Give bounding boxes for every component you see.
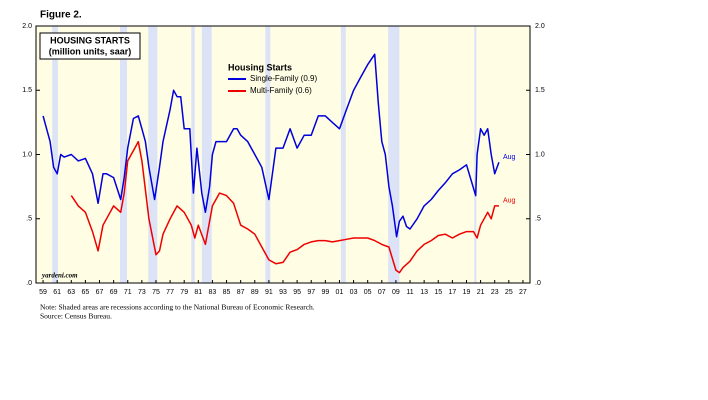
chart-title: HOUSING STARTS [50, 35, 130, 45]
x-tick-label: 79 [180, 289, 188, 296]
x-tick-label: 21 [477, 289, 485, 296]
x-tick-label: 75 [152, 289, 160, 296]
figure-label: Figure 2. [40, 10, 82, 21]
recession-band [340, 26, 346, 283]
y2-tick-label: 1.5 [535, 87, 545, 94]
recession-band [119, 26, 128, 283]
note: Note: Shaded areas are recessions accord… [40, 303, 315, 312]
x-tick-label: 69 [110, 289, 118, 296]
recession-band [388, 26, 400, 283]
y2-tick-label: .0 [535, 280, 541, 287]
x-tick-label: 03 [350, 289, 358, 296]
x-tick-label: 23 [491, 289, 499, 296]
recession-band [52, 26, 58, 283]
x-tick-label: 09 [392, 289, 400, 296]
x-tick-label: 99 [321, 289, 329, 296]
x-tick-label: 27 [519, 289, 527, 296]
x-tick-label: 59 [39, 289, 47, 296]
y-tick-label: 1.5 [22, 87, 32, 94]
y-tick-label: .5 [26, 216, 32, 223]
x-tick-label: 11 [406, 289, 413, 296]
x-tick-label: 85 [223, 289, 231, 296]
series-line [70, 140, 499, 274]
y-tick-label: .0 [26, 280, 32, 287]
y2-tick-label: 2.0 [535, 23, 545, 30]
legend-label: Multi-Family (0.6) [250, 86, 312, 95]
end-label: Aug [503, 198, 516, 205]
plot-background [36, 26, 530, 283]
x-tick-label: 67 [96, 289, 104, 296]
note: Source: Census Bureau. [40, 312, 112, 321]
y-tick-label: 1.0 [22, 151, 32, 158]
source-tag: yardeni.com [41, 272, 78, 280]
legend-label: Single-Family (0.9) [250, 74, 317, 83]
x-tick-label: 19 [463, 289, 471, 296]
x-tick-label: 15 [434, 289, 442, 296]
x-tick-label: 07 [378, 289, 386, 296]
recession-band [474, 26, 477, 283]
recession-band [265, 26, 271, 283]
x-tick-label: 71 [124, 289, 132, 296]
x-tick-label: 87 [237, 289, 245, 296]
x-tick-label: 05 [364, 289, 372, 296]
x-tick-label: 73 [138, 289, 146, 296]
title-box [39, 32, 141, 60]
legend-title: Housing Starts [228, 62, 292, 72]
x-tick-label: 77 [166, 289, 174, 296]
y2-tick-label: 1.0 [535, 151, 545, 158]
recession-band [201, 26, 212, 283]
x-tick-label: 83 [209, 289, 217, 296]
x-tick-label: 89 [251, 289, 259, 296]
x-tick-label: 97 [307, 289, 315, 296]
y2-tick-label: .5 [535, 216, 541, 223]
x-tick-label: 13 [420, 289, 428, 296]
recession-band [191, 26, 195, 283]
x-tick-label: 61 [53, 289, 61, 296]
x-tick-label: 17 [448, 289, 456, 296]
end-label: Aug [503, 154, 516, 161]
x-tick-label: 91 [265, 289, 273, 296]
x-tick-label: 63 [67, 289, 75, 296]
x-tick-label: 01 [336, 289, 344, 296]
x-tick-label: 95 [293, 289, 301, 296]
x-tick-label: 25 [505, 289, 513, 296]
series-line [42, 53, 500, 238]
x-tick-label: 81 [194, 289, 202, 296]
x-tick-label: 93 [279, 289, 287, 296]
recession-band [148, 26, 158, 283]
chart-subtitle: (million units, saar) [49, 46, 132, 56]
y-tick-label: 2.0 [22, 23, 32, 30]
x-tick-label: 65 [82, 289, 90, 296]
